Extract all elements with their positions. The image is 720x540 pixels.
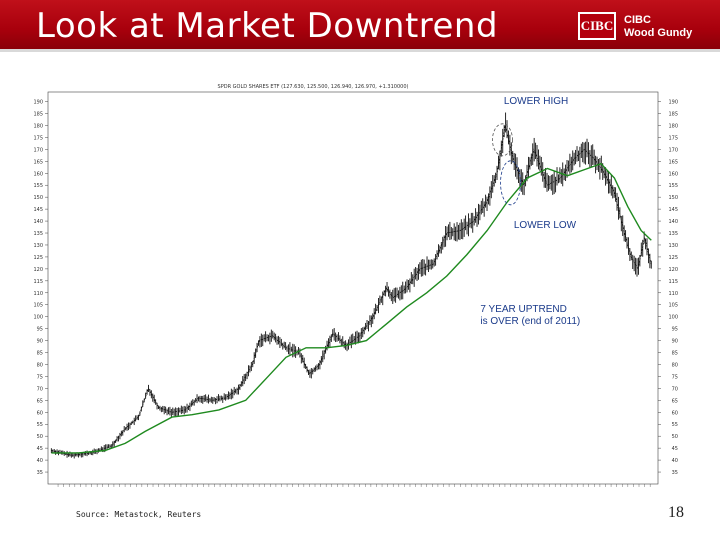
annotation-uptrend: 7 YEAR UPTREND <box>480 304 567 315</box>
cibc-logo-line2: Wood Gundy <box>624 27 692 39</box>
cibc-logo-mark: CIBC <box>578 12 616 40</box>
y-tick-label-right: 130 <box>668 243 678 249</box>
y-tick-label-left: 60 <box>37 410 43 416</box>
y-tick-label-right: 70 <box>672 386 678 392</box>
y-tick-label-left: 70 <box>37 386 43 392</box>
y-tick-label-right: 120 <box>668 267 678 273</box>
gold-etf-chart: SPDR GOLD SHARES ETF (127.630, 125.500, … <box>30 78 690 498</box>
y-tick-label-right: 170 <box>668 147 678 153</box>
plot-frame <box>48 92 658 484</box>
y-tick-label-right: 100 <box>668 315 678 321</box>
y-tick-label-left: 155 <box>33 183 43 189</box>
y-tick-label-left: 185 <box>33 112 43 118</box>
y-tick-label-left: 35 <box>37 470 43 476</box>
y-tick-label-left: 140 <box>33 219 43 225</box>
y-tick-label-right: 150 <box>668 195 678 201</box>
y-tick-label-left: 180 <box>33 123 43 129</box>
y-tick-label-right: 95 <box>672 327 678 333</box>
y-tick-label-right: 185 <box>668 112 678 118</box>
chart-svg: SPDR GOLD SHARES ETF (127.630, 125.500, … <box>30 78 690 498</box>
y-tick-label-right: 50 <box>672 434 678 440</box>
y-tick-label-left: 160 <box>33 171 43 177</box>
chart-title: SPDR GOLD SHARES ETF (127.630, 125.500, … <box>218 84 409 90</box>
y-tick-label-right: 90 <box>672 339 678 345</box>
y-tick-label-left: 130 <box>33 243 43 249</box>
y-tick-label-right: 60 <box>672 410 678 416</box>
y-tick-label-right: 190 <box>668 100 678 106</box>
slide-title: Look at Market Downtrend <box>36 6 498 46</box>
y-tick-label-left: 55 <box>37 422 43 428</box>
y-tick-label-right: 40 <box>672 458 678 464</box>
y-tick-label-left: 85 <box>37 351 43 357</box>
y-tick-label-right: 125 <box>668 255 678 261</box>
y-tick-label-right: 75 <box>672 374 678 380</box>
y-tick-label-right: 165 <box>668 159 678 165</box>
y-tick-label-left: 190 <box>33 100 43 106</box>
cibc-logo: CIBC CIBC Wood Gundy <box>578 12 708 44</box>
y-tick-label-right: 45 <box>672 446 678 452</box>
y-tick-label-right: 55 <box>672 422 678 428</box>
y-tick-label-left: 125 <box>33 255 43 261</box>
y-tick-label-left: 110 <box>33 291 43 297</box>
y-tick-label-left: 115 <box>33 279 43 285</box>
y-tick-label-right: 180 <box>668 123 678 129</box>
annotation-lower-high: LOWER HIGH <box>504 96 568 107</box>
y-tick-label-right: 145 <box>668 207 678 213</box>
slide-title-bar: Look at Market Downtrend CIBC CIBC Wood … <box>0 0 720 52</box>
y-tick-label-left: 175 <box>33 135 43 141</box>
y-tick-label-right: 80 <box>672 362 678 368</box>
y-tick-label-left: 170 <box>33 147 43 153</box>
y-tick-label-left: 80 <box>37 362 43 368</box>
y-tick-label-left: 105 <box>33 303 43 309</box>
y-tick-label-left: 165 <box>33 159 43 165</box>
y-tick-label-right: 110 <box>668 291 678 297</box>
y-tick-label-left: 135 <box>33 231 43 237</box>
y-tick-label-left: 65 <box>37 398 43 404</box>
cibc-logo-line1: CIBC <box>624 14 651 26</box>
y-tick-label-right: 85 <box>672 351 678 357</box>
source-note: Source: Metastock, Reuters <box>76 510 201 519</box>
y-tick-label-right: 155 <box>668 183 678 189</box>
y-tick-label-right: 115 <box>668 279 678 285</box>
annotation-uptrend-over: is OVER (end of 2011) <box>480 316 580 327</box>
y-tick-label-right: 175 <box>668 135 678 141</box>
annotation-lower-low: LOWER LOW <box>514 220 577 231</box>
y-tick-label-left: 40 <box>37 458 43 464</box>
y-tick-label-left: 100 <box>33 315 43 321</box>
y-tick-label-right: 135 <box>668 231 678 237</box>
y-tick-label-left: 145 <box>33 207 43 213</box>
y-tick-label-right: 35 <box>672 470 678 476</box>
y-tick-label-right: 140 <box>668 219 678 225</box>
y-tick-label-right: 65 <box>672 398 678 404</box>
page-number: 18 <box>668 504 684 522</box>
y-tick-label-left: 45 <box>37 446 43 452</box>
y-tick-label-left: 75 <box>37 374 43 380</box>
y-tick-label-left: 95 <box>37 327 43 333</box>
y-tick-label-right: 160 <box>668 171 678 177</box>
y-tick-label-left: 90 <box>37 339 43 345</box>
y-tick-label-left: 50 <box>37 434 43 440</box>
y-tick-label-right: 105 <box>668 303 678 309</box>
y-tick-label-left: 150 <box>33 195 43 201</box>
y-tick-label-left: 120 <box>33 267 43 273</box>
